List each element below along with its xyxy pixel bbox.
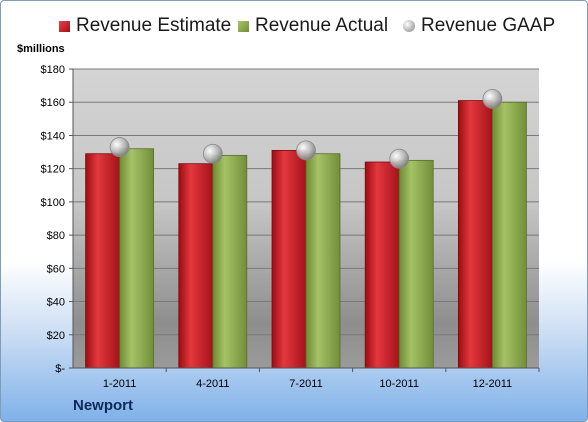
company-label: Newport (73, 397, 133, 414)
y-tick-label: $160 (41, 97, 65, 109)
legend-item-revenue-gaap: Revenue GAAP (403, 15, 555, 37)
marker-revenue-gaap (296, 140, 316, 161)
bar-revenue-estimate (457, 100, 493, 369)
y-tick-label: $80 (47, 230, 65, 242)
y-tick-label: $60 (47, 263, 65, 275)
marker-revenue-gaap (202, 143, 223, 164)
bar-revenue-actual (491, 101, 527, 369)
y-tick-label: $120 (41, 164, 65, 176)
x-tick-label: 1-2011 (103, 378, 136, 390)
bar-revenue-actual (119, 148, 154, 369)
marker-revenue-gaap (482, 89, 503, 109)
bar-revenue-estimate (85, 153, 120, 369)
bar-revenue-actual (305, 153, 341, 369)
bar-revenue-estimate (364, 161, 400, 369)
bar-revenue-actual (212, 154, 248, 369)
x-tick-label: 12-2011 (473, 378, 513, 390)
legend-label-revenue-actual: Revenue Actual (255, 15, 389, 36)
legend-swatch-revenue-actual (238, 20, 249, 32)
legend: Revenue Estimate Revenue Actual Revenue … (1, 15, 587, 45)
x-tick-label: 4-2011 (196, 378, 229, 390)
y-tick-label: $- (55, 363, 65, 375)
x-tick-label: 10-2011 (379, 378, 419, 390)
legend-item-revenue-estimate: Revenue Estimate (59, 15, 231, 37)
x-tick-label: 7-2011 (289, 378, 322, 390)
legend-swatch-revenue-estimate (59, 20, 70, 32)
bar-revenue-estimate (178, 163, 214, 369)
legend-label-revenue-estimate: Revenue Estimate (76, 15, 232, 36)
y-tick-label: $140 (41, 130, 65, 142)
legend-item-revenue-actual: Revenue Actual (238, 15, 388, 37)
marker-revenue-gaap (109, 137, 130, 157)
legend-marker-revenue-gaap (403, 20, 415, 32)
y-tick-label: $40 (47, 297, 65, 309)
y-tick-label: $180 (41, 64, 65, 76)
y-tick-label: $20 (47, 330, 65, 342)
y-axis-unit-label: $millions (17, 43, 65, 55)
bar-revenue-actual (398, 159, 434, 369)
legend-label-revenue-gaap: Revenue GAAP (421, 15, 556, 36)
bar-revenue-estimate (271, 149, 307, 369)
y-tick-label: $100 (41, 197, 65, 209)
marker-revenue-gaap (389, 148, 410, 169)
